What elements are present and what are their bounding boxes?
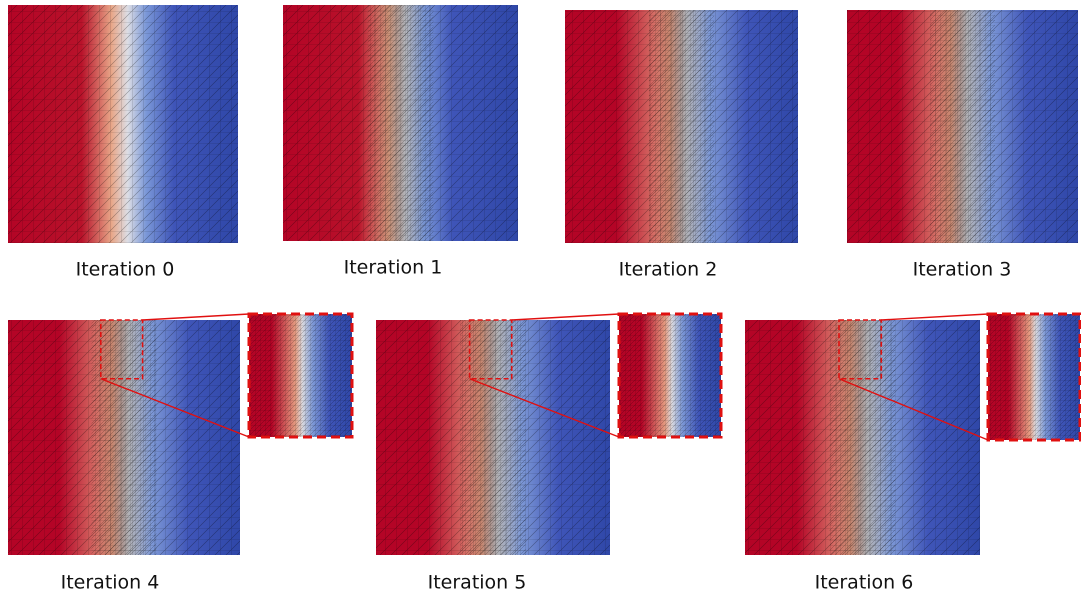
refined-shade	[654, 10, 710, 243]
zoom-line	[512, 314, 619, 320]
inset-mesh	[249, 314, 352, 437]
caption: Iteration 3	[913, 259, 1012, 281]
caption: Iteration 1	[344, 257, 443, 279]
caption: Iteration 6	[815, 572, 914, 594]
refined-shade	[935, 10, 990, 243]
figure: Iteration 0 Iteration 1 Iteration 2 Iterati…	[0, 0, 1081, 598]
refined-shade	[465, 320, 521, 555]
refined-shade	[372, 5, 428, 241]
caption: Iteration 4	[61, 572, 160, 594]
refined-shade	[834, 320, 890, 555]
inset-mesh	[619, 314, 721, 437]
refined-shade	[96, 320, 152, 555]
inset-mesh	[988, 314, 1080, 440]
zoom-line	[143, 314, 249, 320]
caption: Iteration 0	[76, 259, 175, 281]
caption: Iteration 5	[428, 572, 527, 594]
mesh-lines	[8, 5, 238, 243]
caption: Iteration 2	[619, 259, 718, 281]
zoom-line	[881, 314, 988, 320]
